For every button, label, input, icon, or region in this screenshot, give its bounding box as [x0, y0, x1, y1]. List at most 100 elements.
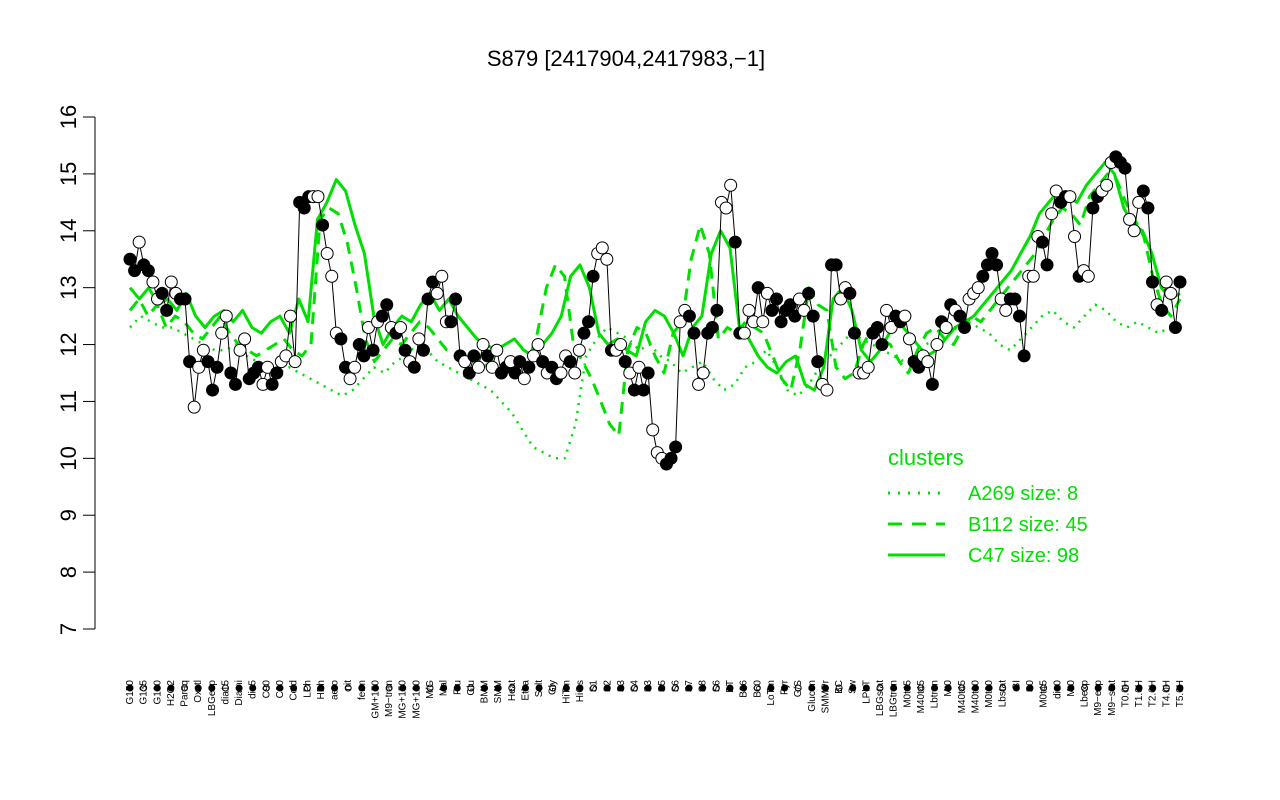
x-tick-mark: [699, 684, 707, 692]
data-point: [398, 343, 412, 357]
x-tick-label: S7: [684, 680, 695, 693]
data-point: [632, 360, 646, 374]
x-tick-label: MG+120: [411, 680, 422, 719]
data-point: [705, 320, 719, 334]
data-point: [160, 303, 174, 317]
x-tick-mark: [835, 684, 843, 692]
data-point: [728, 235, 742, 249]
data-point: [834, 292, 848, 306]
x-tick-label: MG+150: [398, 680, 409, 719]
x-tick-mark: [262, 684, 270, 692]
data-point: [325, 269, 339, 283]
x-tick-mark: [358, 684, 366, 692]
data-point: [224, 366, 238, 380]
x-tick-label: S3: [643, 680, 654, 693]
x-tick-label: S2: [602, 680, 613, 693]
data-point: [811, 355, 825, 369]
data-point: [875, 338, 889, 352]
data-point: [164, 275, 178, 289]
data-point: [155, 286, 169, 300]
x-tick-mark: [958, 684, 966, 692]
data-point: [1081, 269, 1095, 283]
legend: clusters A269 size: 8 B112 size: 45 C47 si…: [888, 445, 1088, 567]
x-tick-mark: [603, 684, 611, 692]
x-tick-mark: [971, 684, 979, 692]
x-tick-label: B36: [739, 680, 750, 698]
data-point: [765, 303, 779, 317]
data-point: [696, 366, 710, 380]
x-tick-label: BI: [1011, 680, 1022, 689]
data-point: [788, 309, 802, 323]
data-point: [311, 190, 325, 204]
x-tick-mark: [494, 684, 502, 692]
data-point: [545, 360, 559, 374]
y-tick-label: 10: [56, 446, 81, 470]
x-tick-label: Mal: [439, 680, 450, 696]
data-point: [366, 343, 380, 357]
x-tick-mark: [194, 684, 202, 692]
x-tick-mark: [944, 684, 952, 692]
data-point: [614, 338, 628, 352]
x-tick-mark: [1108, 684, 1116, 692]
data-point: [146, 275, 160, 289]
data-point: [187, 400, 201, 414]
x-tick-label: Mt0: [1066, 680, 1077, 697]
data-point: [283, 309, 297, 323]
x-tick-mark: [1053, 684, 1061, 692]
x-tick-label: S1: [589, 680, 600, 693]
data-point: [623, 366, 637, 380]
x-tick-label: M9−stat: [1107, 680, 1118, 716]
data-point: [380, 298, 394, 312]
x-tick-mark: [644, 684, 652, 692]
x-tick-mark: [808, 684, 816, 692]
x-tick-mark: [794, 684, 802, 692]
data-point: [361, 320, 375, 334]
data-point: [669, 440, 683, 454]
x-tick-label: S3: [616, 680, 627, 693]
data-point: [880, 303, 894, 317]
data-point: [462, 366, 476, 380]
x-tick-label: Gly: [548, 680, 559, 695]
data-point: [334, 332, 348, 346]
x-tick-label: T0.0H: [1120, 680, 1131, 707]
data-point: [270, 366, 284, 380]
x-tick-label: Diami: [234, 680, 245, 706]
x-tick-label: T1.0H: [1134, 680, 1145, 707]
data-point: [884, 320, 898, 334]
data-point: [902, 332, 916, 346]
data-point: [201, 355, 215, 369]
x-tick-label: G180: [152, 680, 163, 705]
x-tick-mark: [890, 684, 898, 692]
x-tick-mark: [876, 684, 884, 692]
x-tick-label: nit: [343, 680, 354, 691]
cluster-line-a269: [129, 303, 1181, 460]
x-tick-label: M/G: [425, 680, 436, 699]
x-tick-mark: [208, 684, 216, 692]
data-point: [407, 360, 421, 374]
data-point: [206, 383, 220, 397]
axes: 7 8 9 10 11 12 13 14 15 16: [56, 105, 96, 635]
data-point: [228, 377, 242, 391]
x-tick-mark: [590, 684, 598, 692]
data-point: [637, 383, 651, 397]
data-point: [513, 355, 527, 369]
x-tick-mark: [181, 684, 189, 692]
data-point: [737, 326, 751, 340]
data-point: [847, 326, 861, 340]
y-tick-label: 9: [56, 509, 81, 521]
data-point: [357, 349, 371, 363]
x-tick-label: BC: [834, 680, 845, 694]
data-point: [123, 252, 137, 266]
x-tick-label: SMMPr: [820, 679, 831, 713]
data-point: [1127, 224, 1141, 238]
x-tick-mark: [303, 684, 311, 692]
data-point: [1026, 269, 1040, 283]
y-tick-label: 8: [56, 566, 81, 578]
x-tick-mark: [385, 684, 393, 692]
data-point: [756, 315, 770, 329]
data-point: [430, 286, 444, 300]
data-point: [673, 315, 687, 329]
data-point: [481, 349, 495, 363]
y-tick-label: 11: [56, 390, 81, 413]
data-point: [183, 355, 197, 369]
